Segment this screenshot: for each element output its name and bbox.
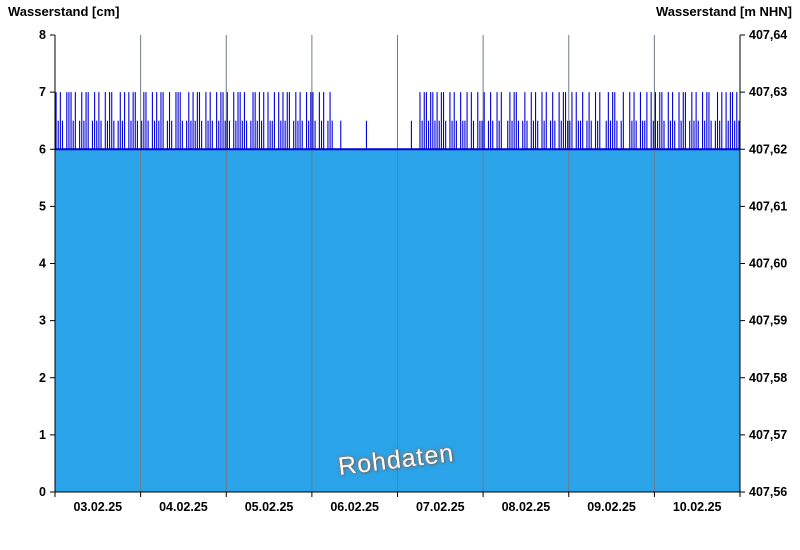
svg-text:407,64: 407,64 — [749, 28, 787, 42]
svg-text:05.02.25: 05.02.25 — [245, 500, 294, 514]
svg-text:4: 4 — [39, 257, 46, 271]
svg-text:2: 2 — [39, 371, 46, 385]
right-axis-ticks: 407,56 407,57 407,58 407,59 407,60 407,61 407,… — [740, 28, 787, 499]
svg-text:10.02.25: 10.02.25 — [673, 500, 722, 514]
svg-text:6: 6 — [39, 142, 46, 156]
svg-text:09.02.25: 09.02.25 — [587, 500, 636, 514]
svg-text:407,61: 407,61 — [749, 199, 787, 213]
svg-text:08.02.25: 08.02.25 — [502, 500, 551, 514]
svg-text:06.02.25: 06.02.25 — [330, 500, 379, 514]
svg-text:407,62: 407,62 — [749, 142, 787, 156]
svg-text:407,58: 407,58 — [749, 371, 787, 385]
svg-text:407,59: 407,59 — [749, 314, 787, 328]
svg-text:07.02.25: 07.02.25 — [416, 500, 465, 514]
svg-text:04.02.25: 04.02.25 — [159, 500, 208, 514]
svg-text:407,63: 407,63 — [749, 85, 787, 99]
svg-text:407,56: 407,56 — [749, 485, 787, 499]
svg-text:1: 1 — [39, 428, 46, 442]
svg-text:407,60: 407,60 — [749, 257, 787, 271]
svg-text:03.02.25: 03.02.25 — [73, 500, 122, 514]
right-axis-title: Wasserstand [m NHN] — [655, 4, 792, 19]
svg-text:3: 3 — [39, 314, 46, 328]
svg-text:5: 5 — [39, 199, 46, 213]
svg-text:8: 8 — [39, 28, 46, 42]
svg-text:407,57: 407,57 — [749, 428, 787, 442]
left-axis-ticks: 0 1 2 3 4 5 6 7 8 — [39, 28, 55, 499]
raw-data-series — [55, 92, 740, 151]
left-axis-title: Wasserstand [cm] — [8, 4, 120, 19]
x-axis-ticks: 03.02.25 04.02.25 05.02.25 06.02.25 07.02.25… — [54, 492, 741, 514]
day-gridlines — [140, 35, 655, 492]
svg-text:7: 7 — [39, 85, 46, 99]
svg-text:0: 0 — [39, 485, 46, 499]
